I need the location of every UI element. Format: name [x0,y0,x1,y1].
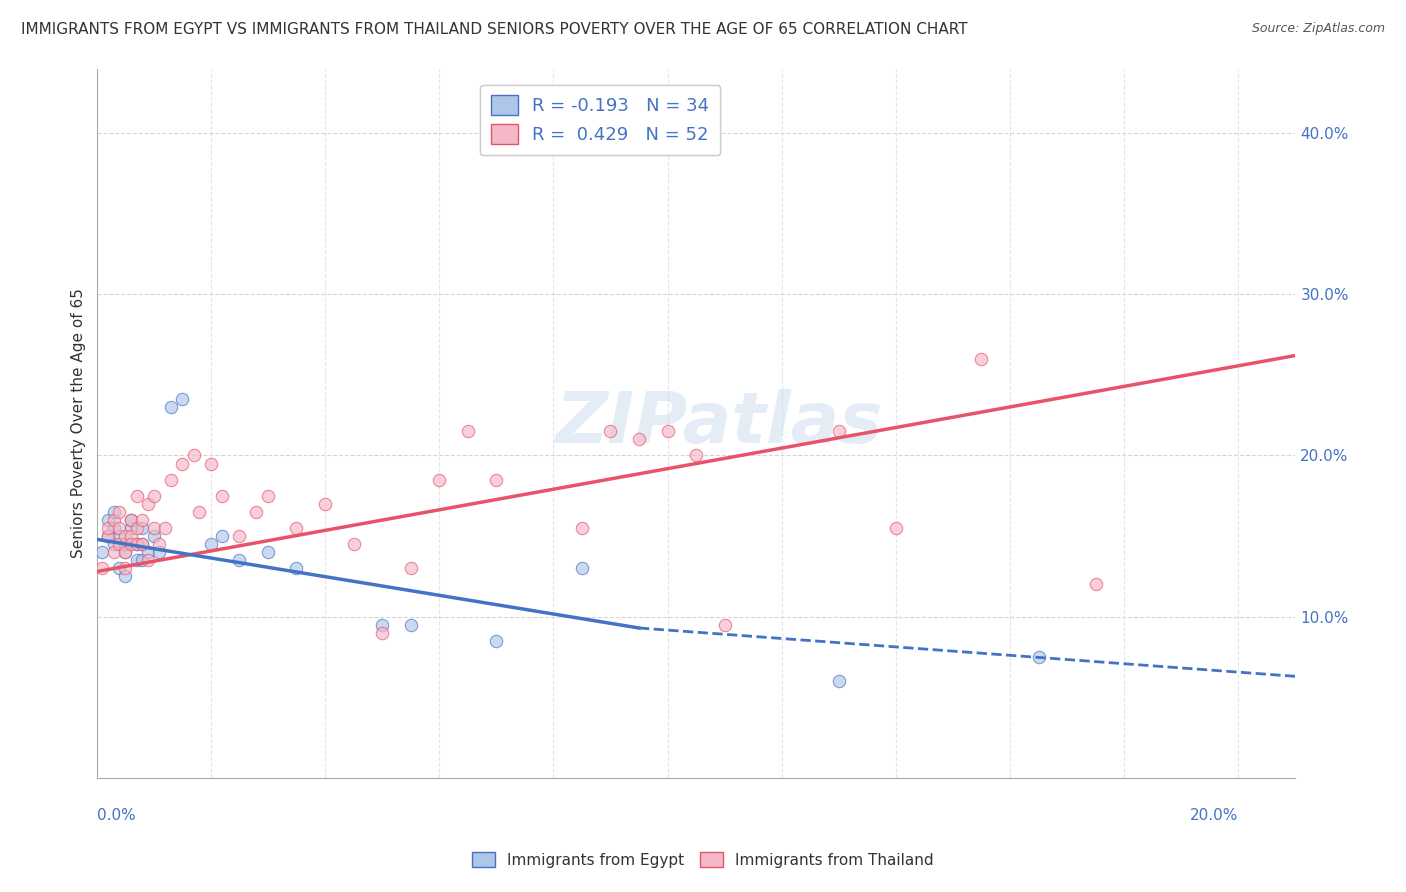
Point [1084,577,1107,591]
Point [485,473,508,487]
Y-axis label: Seniors Poverty Over the Age of 65: Seniors Poverty Over the Age of 65 [72,288,86,558]
Point [399,561,422,575]
Point [120,521,142,535]
Point [657,425,679,439]
Point [257,545,280,559]
Point [371,617,394,632]
Point [114,537,136,551]
Point [120,513,142,527]
Point [285,561,308,575]
Point [125,489,148,503]
Point [125,521,148,535]
Point [142,489,165,503]
Point [114,545,136,559]
Point [228,553,250,567]
Text: IMMIGRANTS FROM EGYPT VS IMMIGRANTS FROM THAILAND SENIORS POVERTY OVER THE AGE O: IMMIGRANTS FROM EGYPT VS IMMIGRANTS FROM… [21,22,967,37]
Point [125,537,148,551]
Point [211,489,233,503]
Point [627,433,650,447]
Point [160,473,183,487]
Point [103,537,125,551]
Point [148,537,170,551]
Point [103,513,125,527]
Point [91,545,114,559]
Point [828,425,851,439]
Point [228,529,250,543]
Point [142,529,165,543]
Point [172,392,194,406]
Point [131,521,153,535]
Point [685,449,707,463]
Point [97,513,120,527]
Point [342,537,364,551]
Point [172,457,194,471]
Point [120,537,142,551]
Point [371,625,394,640]
Point [200,457,222,471]
Point [257,489,280,503]
Point [131,553,153,567]
Point [136,553,159,567]
Text: Source: ZipAtlas.com: Source: ZipAtlas.com [1251,22,1385,36]
Point [399,617,422,632]
Point [188,505,211,519]
Point [200,537,222,551]
Point [120,513,142,527]
Point [114,545,136,559]
Point [427,473,450,487]
Point [114,561,136,575]
Point [103,521,125,535]
Point [131,537,153,551]
Point [142,521,165,535]
Point [103,505,125,519]
Point [211,529,233,543]
Text: 0.0%: 0.0% [97,808,135,823]
Point [884,521,907,535]
Point [599,425,621,439]
Point [713,617,735,632]
Legend: Immigrants from Egypt, Immigrants from Thailand: Immigrants from Egypt, Immigrants from T… [467,846,939,873]
Point [97,529,120,543]
Point [114,529,136,543]
Point [160,400,183,414]
Point [571,521,593,535]
Point [485,633,508,648]
Point [828,674,851,689]
Point [183,449,205,463]
Point [125,537,148,551]
Text: ZIPatlas: ZIPatlas [557,389,884,458]
Point [314,497,336,511]
Point [131,513,153,527]
Point [148,545,170,559]
Point [108,537,131,551]
Point [136,545,159,559]
Point [108,529,131,543]
Point [970,351,993,366]
Point [1028,650,1050,665]
Point [108,505,131,519]
Point [103,545,125,559]
Point [153,521,176,535]
Point [131,537,153,551]
Point [285,521,308,535]
Point [108,561,131,575]
Point [97,529,120,543]
Point [125,553,148,567]
Point [91,561,114,575]
Point [97,521,120,535]
Text: 20.0%: 20.0% [1189,808,1239,823]
Point [245,505,267,519]
Point [108,521,131,535]
Point [571,561,593,575]
Point [114,569,136,583]
Point [136,497,159,511]
Legend: R = -0.193   N = 34, R =  0.429   N = 52: R = -0.193 N = 34, R = 0.429 N = 52 [479,85,720,155]
Point [120,529,142,543]
Point [457,425,479,439]
